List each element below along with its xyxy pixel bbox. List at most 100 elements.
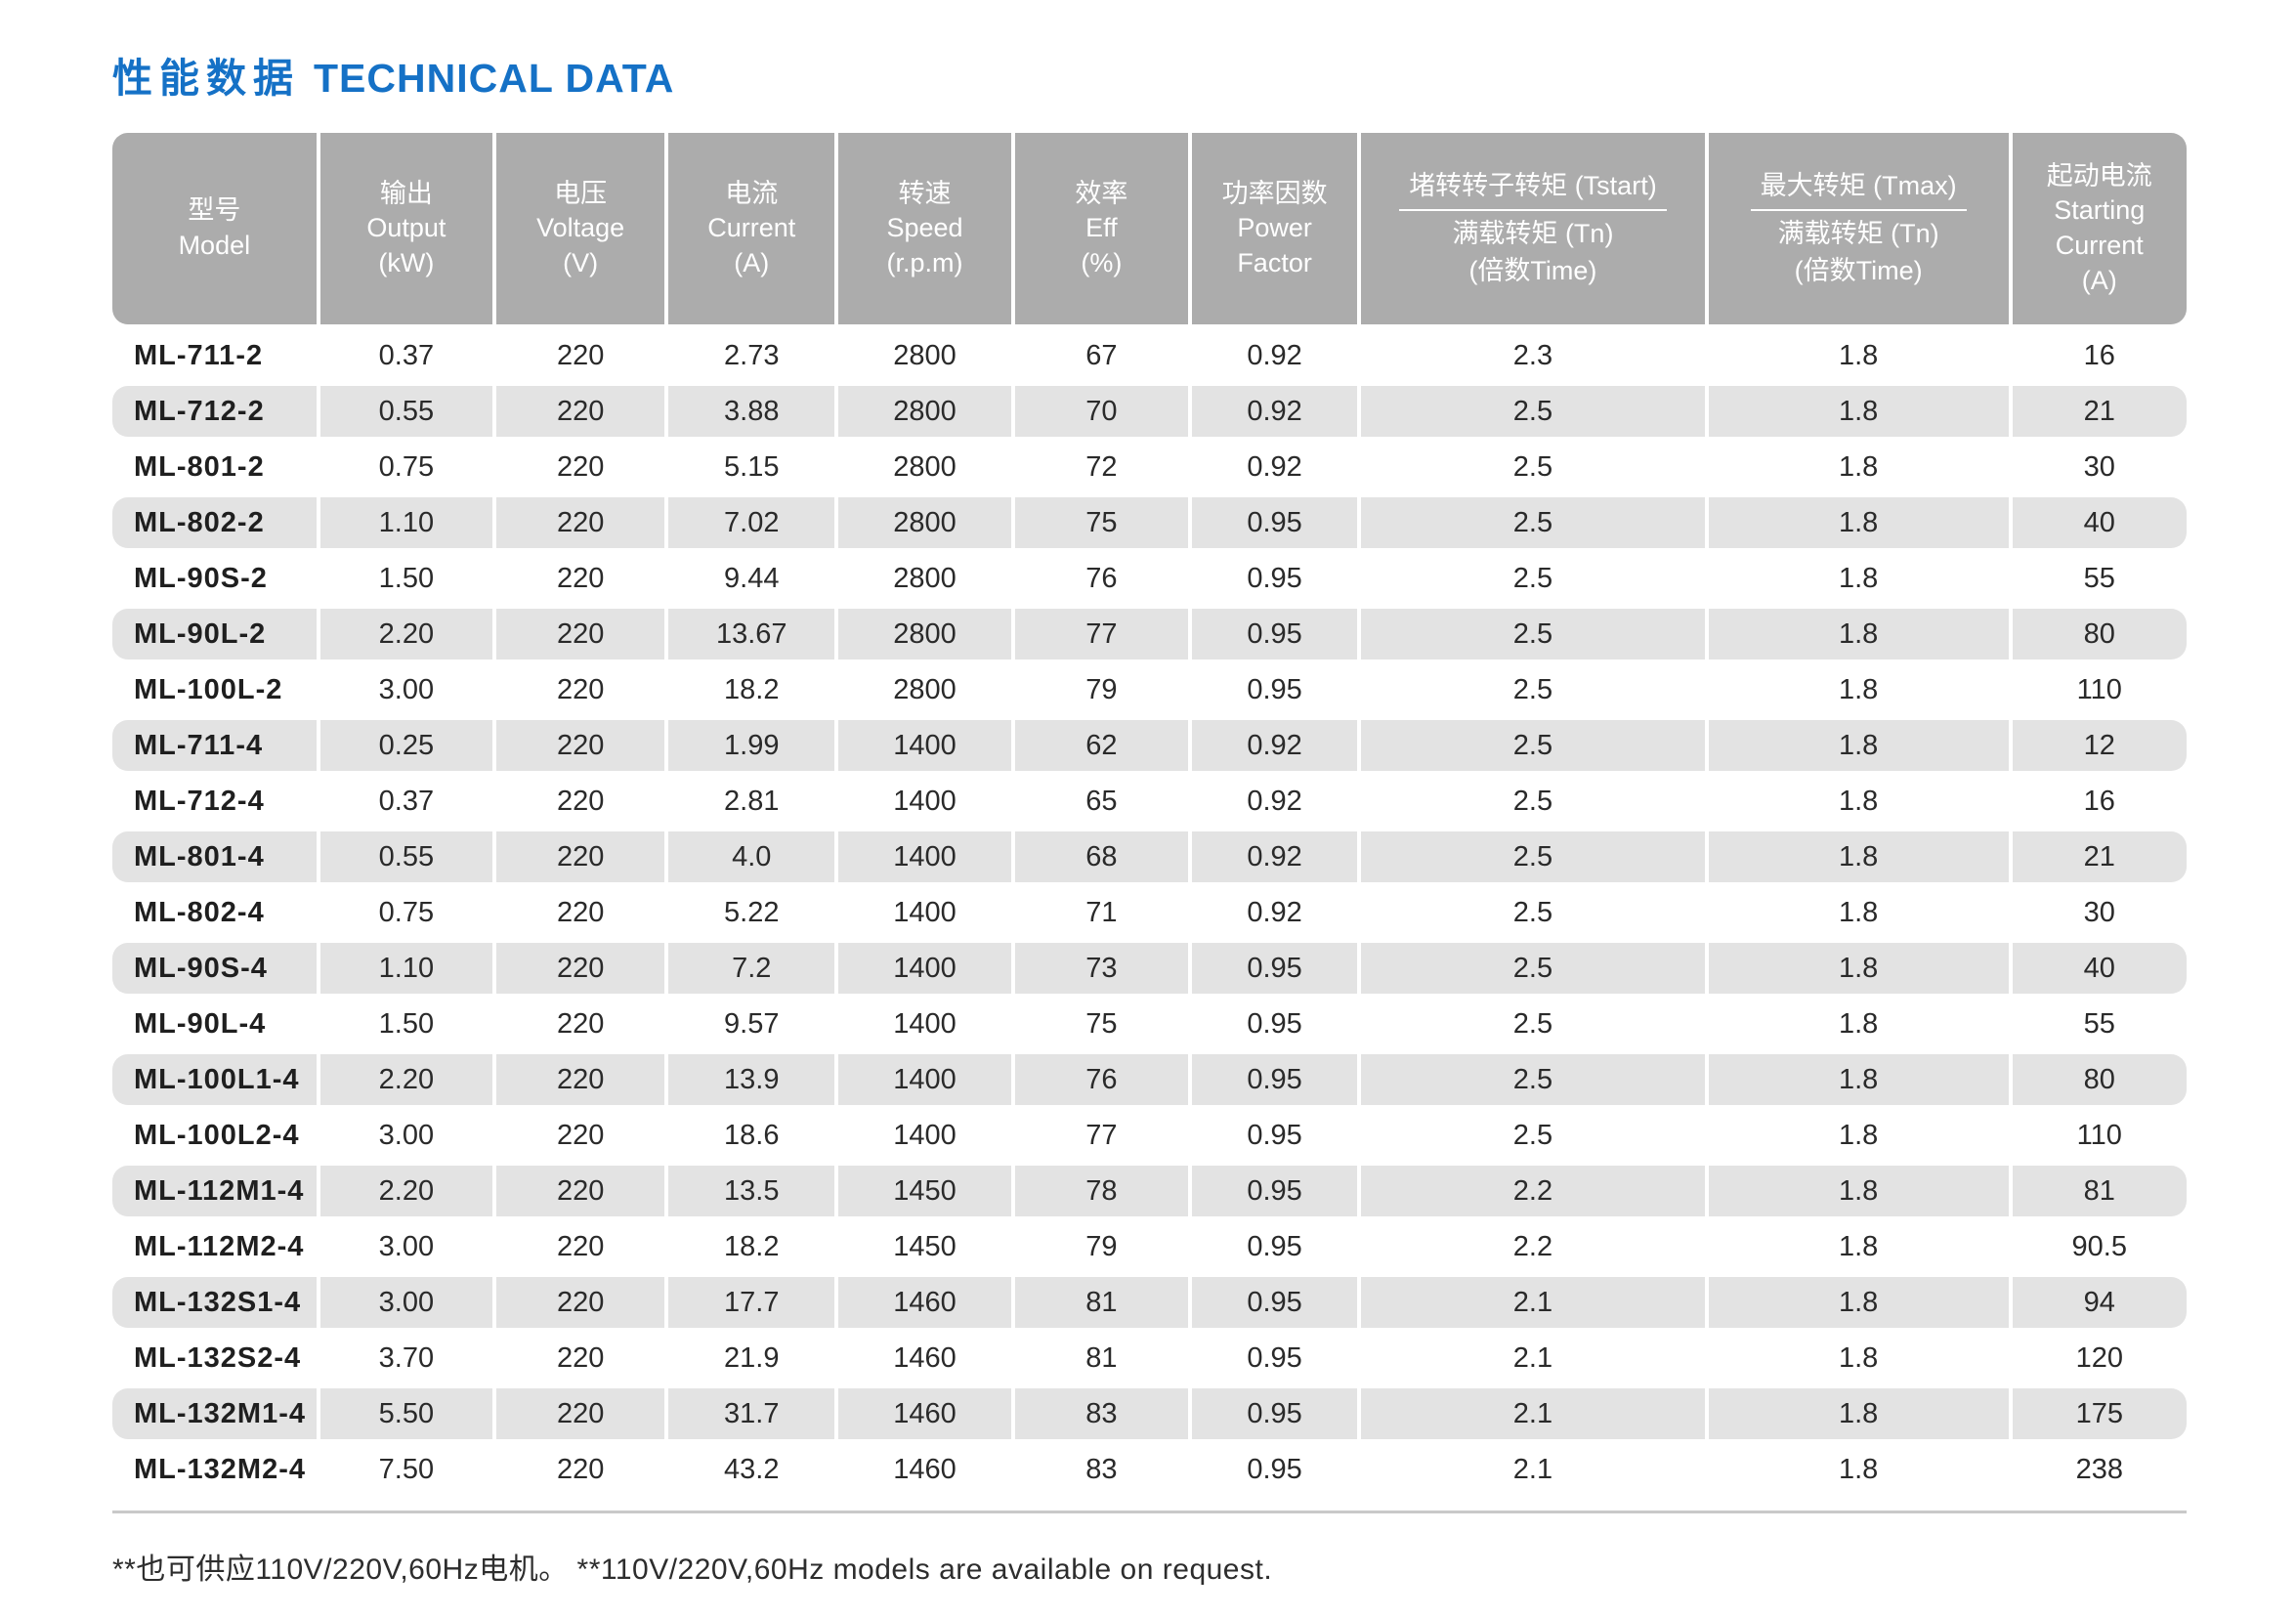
data-cell-power-factor: 0.95 <box>1247 1453 1302 1485</box>
header-label-en: Eff <box>1085 213 1118 243</box>
data-cell-tstart-ratio: 2.1 <box>1512 1341 1553 1374</box>
data-cell-tmax-ratio: 1.8 <box>1708 609 2009 660</box>
table-row: ML-90L-4 1.50 220 9.57 1400 75 0.95 2.5 1.8 55 <box>112 999 2187 1049</box>
data-cell-eff: 81 <box>1085 1341 1118 1374</box>
data-cell-tstart-ratio: 2.5 <box>1512 450 1553 483</box>
header-label-en: Voltage <box>536 213 625 243</box>
data-cell-voltage: 220 <box>496 386 665 437</box>
data-cell-speed: 1450 <box>838 1166 1011 1216</box>
data-cell-eff: 68 <box>1014 831 1189 882</box>
data-cell-power-factor: 0.92 <box>1247 896 1302 928</box>
table-row: ML-132S1-4 3.00 220 17.7 1460 81 0.95 2.1 1.8 94 <box>112 1277 2187 1328</box>
header-label-zh: 电流 <box>725 178 779 208</box>
data-cell-power-factor: 0.92 <box>1192 386 1358 437</box>
data-cell-current: 9.44 <box>724 562 780 594</box>
page-title: 性能数据 TECHNICAL DATA <box>112 45 2187 104</box>
data-cell-speed: 1460 <box>838 1388 1011 1439</box>
data-cell-speed: 1400 <box>893 1007 957 1040</box>
model-cell: ML-801-4 <box>112 831 317 882</box>
data-cell-speed: 1460 <box>893 1341 957 1374</box>
data-cell-output: 0.75 <box>378 896 435 928</box>
data-cell-tmax-ratio: 1.8 <box>1838 785 1879 817</box>
data-cell-tmax-ratio: 1.8 <box>1708 1277 2009 1328</box>
data-cell-eff: 70 <box>1014 386 1189 437</box>
data-cell-starting-current: 12 <box>2012 720 2187 771</box>
data-cell-starting-current: 238 <box>2075 1453 2123 1485</box>
model-cell: ML-100L2-4 <box>134 1119 300 1151</box>
header-label-en: Current <box>707 213 796 243</box>
table-row: ML-132M2-4 7.50 220 43.2 1460 83 0.95 2.1 1.8 238 <box>112 1444 2187 1495</box>
data-cell-current: 2.81 <box>724 785 780 817</box>
data-cell-tstart-ratio: 2.1 <box>1361 1388 1705 1439</box>
model-cell: ML-90L-4 <box>134 1007 267 1040</box>
data-cell-voltage: 220 <box>496 720 665 771</box>
data-cell-eff: 76 <box>1085 562 1118 594</box>
header-unit: (倍数Time) <box>1794 255 1923 285</box>
data-cell-tstart-ratio: 2.5 <box>1512 896 1553 928</box>
column-header-starting-current: 起动电流 Starting Current (A) <box>2012 133 2187 324</box>
table-row: ML-801-4 0.55 220 4.0 1400 68 0.92 2.5 1.8 21 <box>112 831 2187 882</box>
data-cell-tmax-ratio: 1.8 <box>1838 450 1879 483</box>
data-cell-speed: 1400 <box>838 943 1011 994</box>
table-row: ML-90L-2 2.20 220 13.67 2800 77 0.95 2.5 1.8 80 <box>112 609 2187 660</box>
data-cell-voltage: 220 <box>496 497 665 548</box>
data-cell-voltage: 220 <box>556 339 605 371</box>
data-cell-voltage: 220 <box>556 1453 605 1485</box>
data-cell-eff: 62 <box>1014 720 1189 771</box>
data-cell-speed: 2800 <box>838 497 1011 548</box>
table-row: ML-132M1-4 5.50 220 31.7 1460 83 0.95 2.1 1.8 175 <box>112 1388 2187 1439</box>
data-cell-eff: 79 <box>1085 673 1118 705</box>
table-row: ML-100L-2 3.00 220 18.2 2800 79 0.95 2.5 1.8 110 <box>112 664 2187 715</box>
data-cell-speed: 1400 <box>893 896 957 928</box>
data-cell-tmax-ratio: 1.8 <box>1838 1453 1879 1485</box>
data-cell-current: 18.6 <box>724 1119 780 1151</box>
model-cell: ML-90L-2 <box>112 609 317 660</box>
data-cell-output: 3.70 <box>378 1341 435 1374</box>
data-cell-tstart-ratio: 2.5 <box>1361 386 1705 437</box>
data-cell-current: 5.22 <box>724 896 780 928</box>
header-fraction-numerator: 最大转矩 (Tmax) <box>1750 169 1967 212</box>
data-cell-current: 1.99 <box>668 720 835 771</box>
column-header-tstart-ratio: 堵转转子转矩 (Tstart) 满载转矩 (Tn) (倍数Time) <box>1361 133 1705 324</box>
header-label-en: Speed <box>886 213 963 243</box>
data-cell-starting-current: 175 <box>2012 1388 2187 1439</box>
data-cell-voltage: 220 <box>556 450 605 483</box>
data-cell-output: 3.00 <box>378 1119 435 1151</box>
data-cell-voltage: 220 <box>556 896 605 928</box>
data-cell-tstart-ratio: 2.5 <box>1512 562 1553 594</box>
data-cell-tstart-ratio: 2.1 <box>1512 1453 1553 1485</box>
data-cell-output: 0.55 <box>319 831 493 882</box>
data-cell-eff: 73 <box>1014 943 1189 994</box>
data-cell-output: 0.37 <box>378 339 435 371</box>
data-cell-speed: 2800 <box>893 450 957 483</box>
data-cell-tmax-ratio: 1.8 <box>1838 562 1879 594</box>
data-cell-tstart-ratio: 2.5 <box>1512 1119 1553 1151</box>
data-cell-tstart-ratio: 2.3 <box>1512 339 1553 371</box>
table-row: ML-801-2 0.75 220 5.15 2800 72 0.92 2.5 1.8 30 <box>112 442 2187 492</box>
data-cell-power-factor: 0.95 <box>1247 1341 1302 1374</box>
header-unit: (%) <box>1081 247 1123 277</box>
data-cell-power-factor: 0.95 <box>1192 1388 1358 1439</box>
data-cell-tstart-ratio: 2.2 <box>1512 1230 1553 1262</box>
data-cell-eff: 75 <box>1014 497 1189 548</box>
table-row: ML-711-4 0.25 220 1.99 1400 62 0.92 2.5 1.8 12 <box>112 720 2187 771</box>
data-cell-eff: 72 <box>1085 450 1118 483</box>
model-cell: ML-100L1-4 <box>112 1054 317 1105</box>
model-cell: ML-712-2 <box>112 386 317 437</box>
table-row: ML-100L2-4 3.00 220 18.6 1400 77 0.95 2.5 1.8 110 <box>112 1110 2187 1161</box>
data-cell-current: 18.2 <box>724 1230 780 1262</box>
table-row: ML-112M2-4 3.00 220 18.2 1450 79 0.95 2.2 1.8 90.… <box>112 1221 2187 1272</box>
data-cell-output: 2.20 <box>319 609 493 660</box>
data-cell-voltage: 220 <box>556 1341 605 1374</box>
column-header-speed: 转速 Speed (r.p.m) <box>838 133 1011 324</box>
data-cell-tmax-ratio: 1.8 <box>1838 1007 1879 1040</box>
data-cell-speed: 2800 <box>893 673 957 705</box>
data-cell-tstart-ratio: 2.5 <box>1512 673 1553 705</box>
data-cell-voltage: 220 <box>556 785 605 817</box>
data-cell-output: 3.00 <box>378 1230 435 1262</box>
header-fraction-numerator: 堵转转子转矩 (Tstart) <box>1399 169 1667 212</box>
data-cell-tmax-ratio: 1.8 <box>1708 943 2009 994</box>
header-label-en: Model <box>178 231 251 260</box>
